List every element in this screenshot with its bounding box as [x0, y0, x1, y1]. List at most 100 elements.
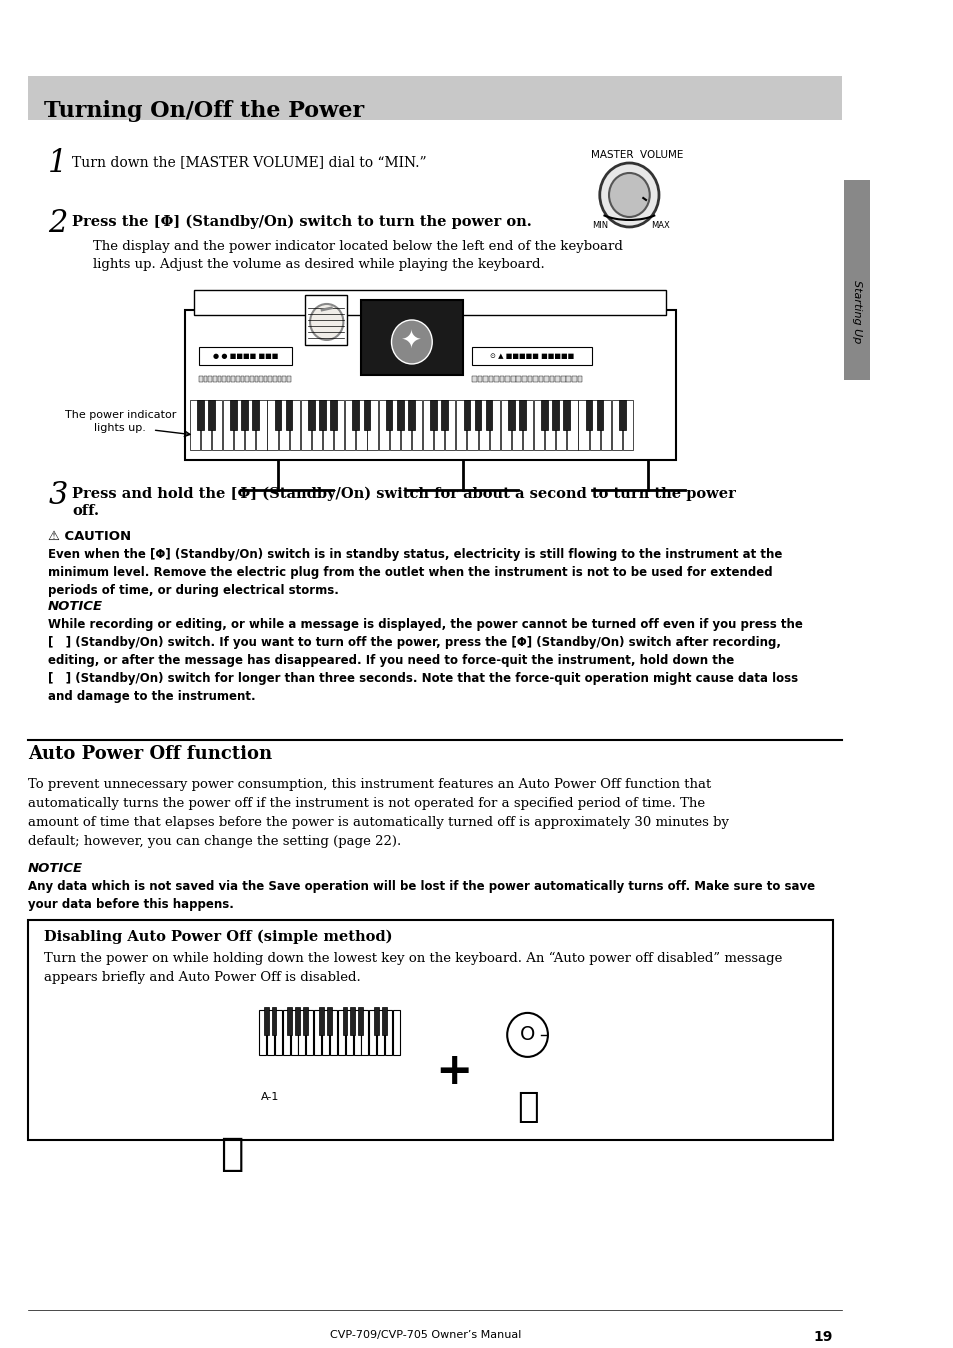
FancyBboxPatch shape: [259, 1010, 266, 1055]
FancyBboxPatch shape: [369, 1010, 375, 1055]
FancyBboxPatch shape: [475, 400, 480, 430]
FancyBboxPatch shape: [378, 400, 388, 450]
Text: ✦: ✦: [401, 330, 422, 355]
FancyBboxPatch shape: [556, 400, 566, 450]
FancyBboxPatch shape: [190, 400, 200, 450]
Text: ⊙ ▲ ■■■■■ ■■■■■: ⊙ ▲ ■■■■■ ■■■■■: [490, 353, 574, 359]
Text: While recording or editing, or while a message is displayed, the power cannot be: While recording or editing, or while a m…: [48, 617, 802, 702]
Text: 🤚: 🤚: [517, 1091, 537, 1124]
FancyBboxPatch shape: [412, 400, 421, 450]
Circle shape: [599, 163, 659, 226]
FancyBboxPatch shape: [330, 400, 336, 430]
FancyBboxPatch shape: [28, 919, 832, 1140]
FancyBboxPatch shape: [393, 1010, 399, 1055]
FancyBboxPatch shape: [472, 376, 476, 381]
FancyBboxPatch shape: [312, 400, 322, 450]
FancyBboxPatch shape: [286, 400, 293, 430]
Text: NOTICE: NOTICE: [28, 861, 83, 875]
FancyBboxPatch shape: [254, 376, 258, 381]
FancyBboxPatch shape: [434, 400, 444, 450]
FancyBboxPatch shape: [381, 1007, 386, 1035]
FancyBboxPatch shape: [185, 310, 675, 460]
FancyBboxPatch shape: [290, 400, 299, 450]
FancyBboxPatch shape: [385, 1010, 392, 1055]
FancyBboxPatch shape: [445, 400, 455, 450]
Text: Ο: Ο: [519, 1026, 535, 1045]
FancyBboxPatch shape: [272, 1007, 276, 1035]
Circle shape: [507, 1012, 547, 1057]
FancyBboxPatch shape: [516, 376, 520, 381]
FancyBboxPatch shape: [358, 1007, 363, 1035]
FancyBboxPatch shape: [534, 400, 543, 450]
FancyBboxPatch shape: [227, 376, 231, 381]
FancyBboxPatch shape: [330, 1010, 336, 1055]
Text: Auto Power Off function: Auto Power Off function: [28, 745, 272, 763]
FancyBboxPatch shape: [567, 400, 577, 450]
FancyBboxPatch shape: [527, 376, 532, 381]
FancyBboxPatch shape: [577, 376, 581, 381]
FancyBboxPatch shape: [533, 376, 537, 381]
FancyBboxPatch shape: [308, 400, 314, 430]
FancyBboxPatch shape: [430, 400, 436, 430]
FancyBboxPatch shape: [278, 400, 289, 450]
FancyBboxPatch shape: [314, 1010, 321, 1055]
Text: MIN: MIN: [591, 221, 607, 231]
FancyBboxPatch shape: [217, 376, 221, 381]
FancyBboxPatch shape: [233, 400, 244, 450]
FancyBboxPatch shape: [389, 400, 399, 450]
FancyBboxPatch shape: [337, 1010, 344, 1055]
Text: Turn down the [MASTER VOLUME] dial to “MIN.”: Turn down the [MASTER VOLUME] dial to “M…: [72, 155, 426, 168]
Text: Starting Up: Starting Up: [851, 280, 862, 344]
FancyBboxPatch shape: [482, 376, 487, 381]
FancyBboxPatch shape: [396, 400, 403, 430]
FancyBboxPatch shape: [303, 1007, 308, 1035]
FancyBboxPatch shape: [300, 400, 311, 450]
FancyBboxPatch shape: [477, 376, 481, 381]
FancyBboxPatch shape: [323, 400, 333, 450]
FancyBboxPatch shape: [208, 376, 212, 381]
Text: Turn the power on while holding down the lowest key on the keyboard. An “Auto po: Turn the power on while holding down the…: [45, 952, 782, 984]
FancyBboxPatch shape: [28, 75, 841, 120]
FancyBboxPatch shape: [352, 400, 358, 430]
Text: ⚠ CAUTION: ⚠ CAUTION: [48, 530, 132, 543]
FancyBboxPatch shape: [499, 376, 504, 381]
FancyBboxPatch shape: [274, 400, 281, 430]
FancyBboxPatch shape: [374, 1007, 378, 1035]
FancyBboxPatch shape: [291, 1010, 297, 1055]
FancyBboxPatch shape: [327, 1007, 332, 1035]
FancyBboxPatch shape: [522, 400, 533, 450]
Text: Turning On/Off the Power: Turning On/Off the Power: [45, 100, 364, 121]
Text: Disabling Auto Power Off (simple method): Disabling Auto Power Off (simple method): [45, 930, 393, 945]
FancyBboxPatch shape: [360, 301, 462, 375]
Text: Press the [Φ] (Standby/On) switch to turn the power on.: Press the [Φ] (Standby/On) switch to tur…: [72, 214, 532, 229]
FancyBboxPatch shape: [298, 1010, 305, 1055]
FancyBboxPatch shape: [240, 376, 244, 381]
FancyBboxPatch shape: [250, 376, 253, 381]
FancyBboxPatch shape: [385, 400, 392, 430]
FancyBboxPatch shape: [408, 400, 415, 430]
FancyBboxPatch shape: [305, 295, 347, 345]
Text: To prevent unnecessary power consumption, this instrument features an Auto Power: To prevent unnecessary power consumption…: [28, 778, 728, 848]
FancyBboxPatch shape: [518, 400, 525, 430]
FancyBboxPatch shape: [544, 400, 555, 450]
Text: ● ● ■■■■ ■■■: ● ● ■■■■ ■■■: [213, 353, 277, 359]
FancyBboxPatch shape: [201, 400, 211, 450]
FancyBboxPatch shape: [563, 400, 570, 430]
Text: Any data which is not saved via the Save operation will be lost if the power aut: Any data which is not saved via the Save…: [28, 880, 814, 911]
Text: +: +: [435, 1050, 472, 1093]
FancyBboxPatch shape: [253, 400, 259, 430]
Circle shape: [391, 319, 432, 364]
Circle shape: [310, 303, 343, 340]
FancyBboxPatch shape: [543, 376, 548, 381]
FancyBboxPatch shape: [203, 376, 207, 381]
FancyBboxPatch shape: [511, 376, 515, 381]
FancyBboxPatch shape: [267, 1010, 274, 1055]
FancyBboxPatch shape: [500, 400, 511, 450]
FancyBboxPatch shape: [572, 376, 576, 381]
FancyBboxPatch shape: [552, 400, 558, 430]
FancyBboxPatch shape: [245, 376, 249, 381]
FancyBboxPatch shape: [585, 400, 592, 430]
FancyBboxPatch shape: [467, 400, 477, 450]
FancyBboxPatch shape: [600, 400, 610, 450]
FancyBboxPatch shape: [843, 181, 869, 380]
